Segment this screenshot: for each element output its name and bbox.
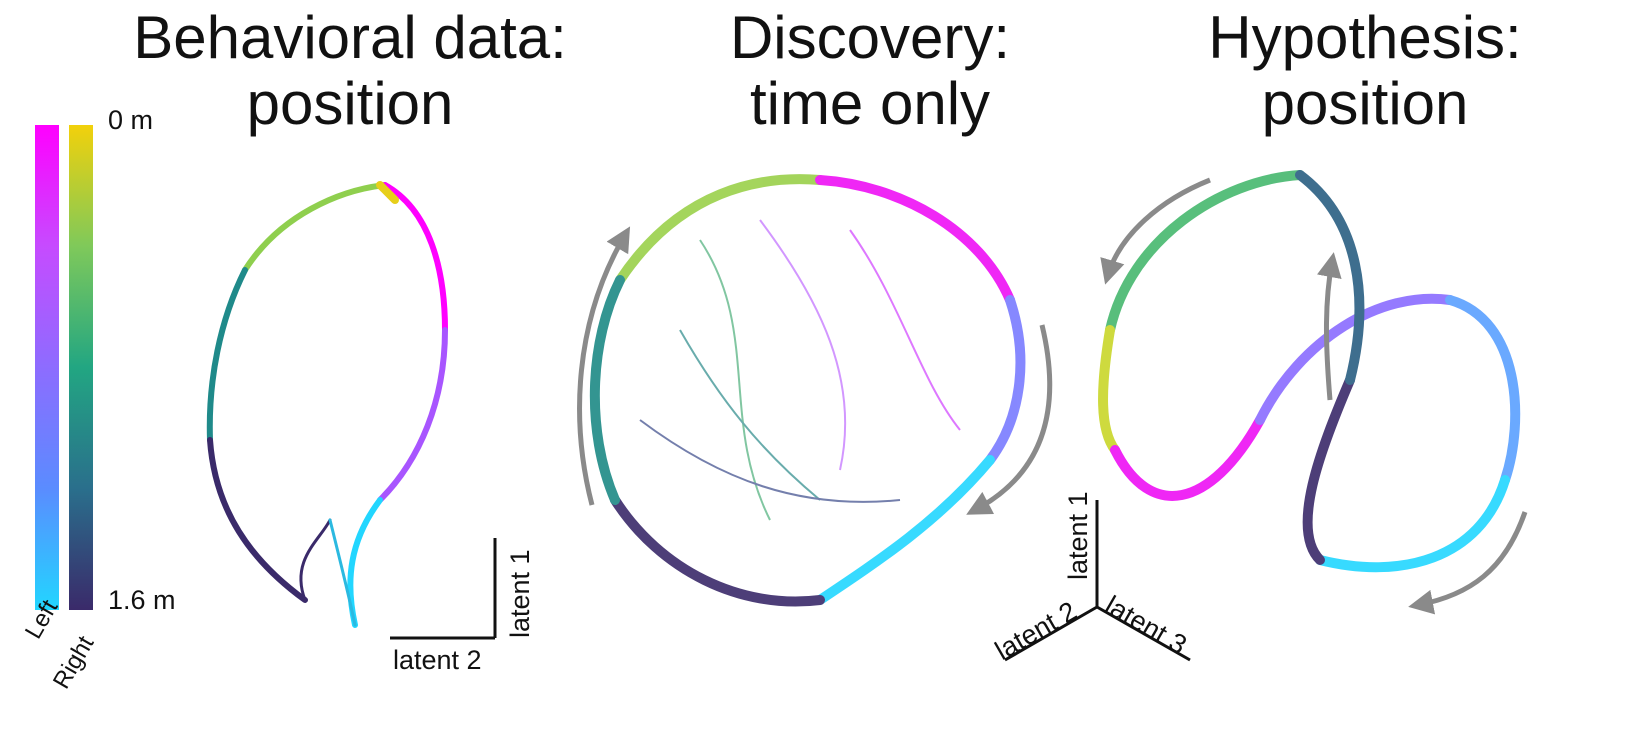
panel1-axes bbox=[390, 538, 497, 640]
behavioral-title-line2: position bbox=[246, 70, 454, 137]
panel1-y-label: latent 1 bbox=[505, 549, 535, 638]
right-colorbar bbox=[69, 125, 93, 610]
discovery-arrows bbox=[577, 226, 1053, 515]
behavioral-panel-title: Behavioral data: position bbox=[90, 5, 610, 137]
behavioral-embedding bbox=[206, 181, 448, 628]
panel3-label-latent1: latent 1 bbox=[1063, 491, 1093, 580]
panel1-x-label: latent 2 bbox=[393, 645, 482, 675]
discovery-title-line2: time only bbox=[749, 70, 991, 137]
left-colorbar bbox=[35, 125, 59, 610]
discovery-panel-title: Discovery: time only bbox=[650, 5, 1090, 137]
discovery-embedding bbox=[589, 174, 1026, 607]
discovery-title-line1: Discovery: bbox=[729, 4, 1011, 71]
colorbar-bottom-label: 1.6 m bbox=[108, 585, 176, 615]
panel3-axes bbox=[1004, 500, 1191, 662]
hypothesis-panel-title: Hypothesis: position bbox=[1130, 5, 1600, 137]
hypothesis-embedding bbox=[1098, 170, 1521, 573]
hypothesis-title-line2: position bbox=[1261, 70, 1469, 137]
discovery-inner-traces bbox=[639, 219, 961, 521]
colorbar-top-label: 0 m bbox=[108, 105, 154, 135]
hypothesis-arrows bbox=[1100, 177, 1528, 615]
behavioral-title-line1: Behavioral data: bbox=[133, 4, 567, 71]
hypothesis-title-line1: Hypothesis: bbox=[1208, 4, 1522, 71]
